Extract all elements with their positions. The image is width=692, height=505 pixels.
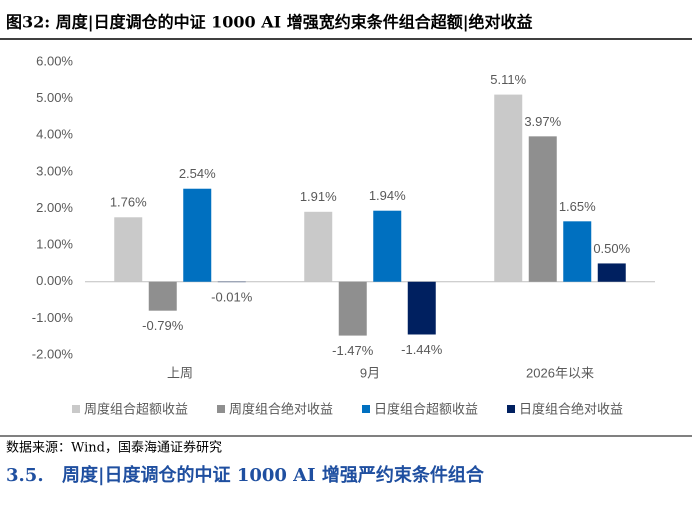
bar <box>183 188 212 282</box>
bar <box>597 263 626 282</box>
legend-swatch <box>507 405 515 413</box>
y-tick-label: 3.00% <box>36 163 73 178</box>
y-tick-label: 5.00% <box>36 90 73 105</box>
value-label: 1.65% <box>559 199 596 214</box>
y-tick-label: 4.00% <box>36 127 73 142</box>
value-label: -1.47% <box>332 343 374 358</box>
source-note: 数据来源：Wind，国泰海通证券研究 <box>6 440 222 456</box>
legend-label: 周度组合绝对收益 <box>229 401 333 416</box>
legend-label: 日度组合绝对收益 <box>519 401 623 416</box>
value-label: -0.01% <box>211 290 253 305</box>
bar <box>114 217 143 282</box>
bar <box>494 94 523 282</box>
bar <box>304 211 333 282</box>
legend-swatch <box>72 405 80 413</box>
x-tick-label: 上周 <box>167 365 193 380</box>
y-tick-label: 2.00% <box>36 200 73 215</box>
value-label: 3.97% <box>524 114 561 129</box>
value-label: 1.76% <box>110 195 147 210</box>
y-tick-label: -2.00% <box>32 346 74 361</box>
bar <box>338 281 367 336</box>
bar <box>148 281 177 311</box>
bar <box>563 221 592 282</box>
x-tick-label: 9月 <box>360 365 380 380</box>
value-label: 0.50% <box>593 241 630 256</box>
legend-swatch <box>217 405 225 413</box>
bar <box>373 210 402 282</box>
x-tick-label: 2026年以来 <box>526 365 594 380</box>
figure-title: 图32: 周度|日度调仓的中证 1000 AI 增强宽约束条件组合超额|绝对收益 <box>6 13 533 32</box>
legend-label: 日度组合超额收益 <box>374 401 478 416</box>
value-label: 1.94% <box>369 188 406 203</box>
y-tick-label: -1.00% <box>32 310 74 325</box>
section-title: 周度|日度调仓的中证 1000 AI 增强严约束条件组合 <box>62 464 485 486</box>
legend-label: 周度组合超额收益 <box>84 401 188 416</box>
value-label: -1.44% <box>401 342 443 357</box>
value-label: 5.11% <box>490 72 526 87</box>
bar <box>407 281 436 335</box>
y-tick-label: 6.00% <box>36 53 73 68</box>
section-number: 3.5. <box>6 465 44 486</box>
value-label: 2.54% <box>179 166 216 181</box>
y-tick-label: 0.00% <box>36 273 73 288</box>
value-label: -0.79% <box>142 318 184 333</box>
y-tick-label: 1.00% <box>36 237 73 252</box>
bar <box>528 136 557 282</box>
value-label: 1.91% <box>300 189 337 204</box>
legend-swatch <box>362 405 370 413</box>
